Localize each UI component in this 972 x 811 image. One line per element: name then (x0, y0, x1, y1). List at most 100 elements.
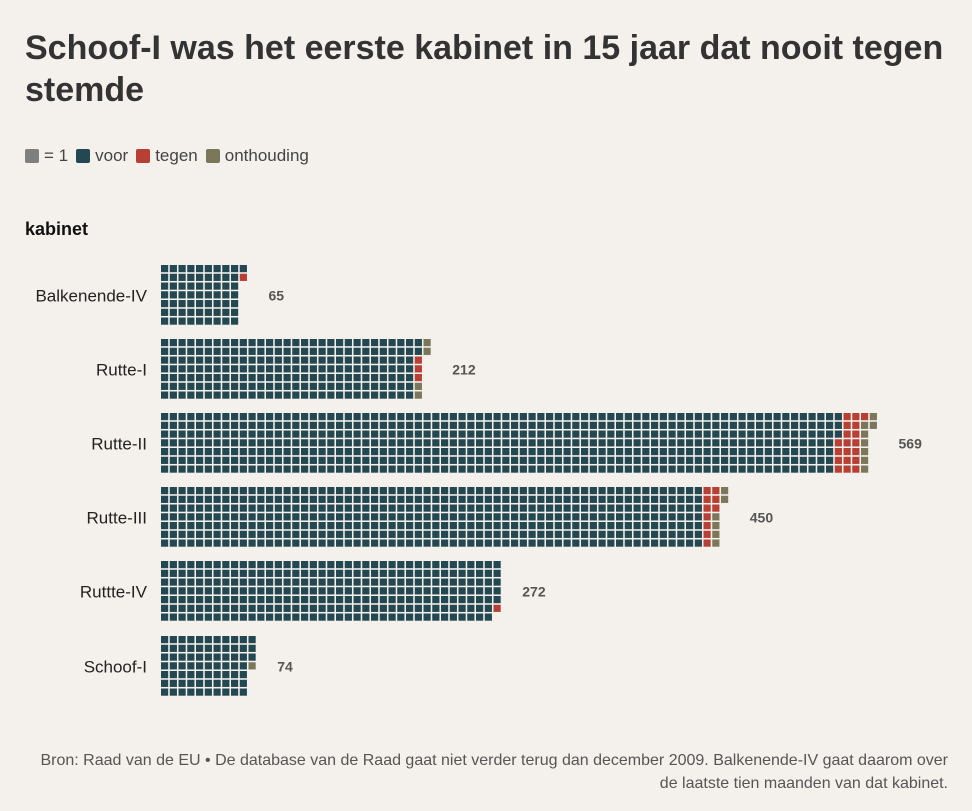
waffle-cell-voor (686, 430, 694, 438)
waffle-cell-voor (554, 430, 562, 438)
waffle-cell-voor (598, 448, 606, 456)
waffle-cell-voor (738, 456, 746, 464)
waffle-cell-voor (196, 487, 204, 495)
waffle-cell-voor (476, 413, 484, 421)
waffle-cell-voor (642, 456, 650, 464)
waffle-cell-voor (493, 448, 501, 456)
waffle-cell-voor (274, 374, 282, 382)
waffle-cell-voor (187, 413, 195, 421)
waffle-cell-voor (782, 465, 790, 473)
waffle-cell-voor (204, 578, 212, 586)
waffle-cell-voor (406, 604, 414, 612)
waffle-cell-voor (397, 439, 405, 447)
waffle-cell-voor (764, 448, 772, 456)
waffle-cell-voor (581, 421, 589, 429)
waffle-cell-voor (607, 487, 615, 495)
waffle-cell-voor (196, 273, 204, 281)
waffle-cell-voor (231, 448, 239, 456)
waffle-cell-voor (432, 465, 440, 473)
waffle-cell-voor (414, 465, 422, 473)
waffle-cell-voor (196, 569, 204, 577)
waffle-cell-voor (423, 430, 431, 438)
waffle-cell-voor (791, 439, 799, 447)
waffle-cell-voor (406, 539, 414, 547)
waffle-cell-voor (423, 487, 431, 495)
waffle-cell-voor (651, 456, 659, 464)
waffle-cell-voor (231, 273, 239, 281)
waffle-cell-voor (379, 539, 387, 547)
waffle-cell-voor (388, 374, 396, 382)
waffle-cell-voor (773, 439, 781, 447)
waffle-cell-voor (379, 561, 387, 569)
waffle-cell-voor (493, 439, 501, 447)
waffle-cell-voor (677, 495, 685, 503)
waffle-cell-voor (169, 530, 177, 538)
waffle-cell-voor (283, 356, 291, 364)
waffle-cell-voor (633, 465, 641, 473)
waffle-cell-voor (204, 561, 212, 569)
waffle-cell-voor (721, 439, 729, 447)
waffle-cell-voor (537, 421, 545, 429)
waffle-cell-voor (257, 587, 265, 595)
waffle-cell-voor (336, 569, 344, 577)
waffle-cell-voor (703, 465, 711, 473)
waffle-cell-voor (406, 465, 414, 473)
waffle-cell-voor (178, 308, 186, 316)
waffle-cell-voor (178, 300, 186, 308)
waffle-cell-voor (283, 382, 291, 390)
waffle-cell-voor (388, 356, 396, 364)
waffle-cell-voor (196, 679, 204, 687)
waffle-cell-voor (318, 522, 326, 530)
waffle-cell-voor (274, 487, 282, 495)
waffle-cell-voor (791, 413, 799, 421)
waffle-cell-voor (222, 495, 230, 503)
waffle-cell-voor (231, 636, 239, 644)
waffle-cell-voor (668, 421, 676, 429)
waffle-cell-voor (231, 578, 239, 586)
waffle-cell-voor (187, 653, 195, 661)
waffle-cell-voor (222, 421, 230, 429)
waffle-cell-voor (458, 522, 466, 530)
waffle-cell-voor (178, 421, 186, 429)
waffle-cell-voor (239, 671, 247, 679)
waffle-cell-voor (651, 539, 659, 547)
waffle-cell-voor (511, 413, 519, 421)
waffle-cell-voor (292, 561, 300, 569)
waffle-cell-voor (204, 456, 212, 464)
waffle-cell-voor (353, 613, 361, 621)
waffle-cell-voor (476, 439, 484, 447)
waffle-cell-voor (484, 539, 492, 547)
waffle-cell-voor (537, 487, 545, 495)
waffle-cell-voor (406, 487, 414, 495)
waffle-cell-voor (388, 513, 396, 521)
waffle-cell-voor (528, 456, 536, 464)
waffle-cell-voor (493, 456, 501, 464)
waffle-cell-voor (423, 522, 431, 530)
waffle-cell-voor (336, 587, 344, 595)
waffle-cell-voor (642, 495, 650, 503)
waffle-cell-voor (563, 522, 571, 530)
waffle-cell-voor (161, 374, 169, 382)
waffle-cell-voor (362, 596, 370, 604)
waffle-cell-voor (362, 430, 370, 438)
waffle-cell-voor (519, 439, 527, 447)
waffle-cell-voor (712, 421, 720, 429)
waffle-cell-voor (213, 374, 221, 382)
waffle-cell-voor (161, 487, 169, 495)
waffle-cell-voor (161, 530, 169, 538)
waffle-cell-voor (633, 430, 641, 438)
waffle-cell-voor (694, 413, 702, 421)
waffle-cell-voor (703, 448, 711, 456)
waffle-cell-voor (213, 365, 221, 373)
waffle-cell-voor (187, 365, 195, 373)
waffle-cell-voor (344, 413, 352, 421)
waffle-cell-voor (222, 291, 230, 299)
waffle-cell-voor (161, 613, 169, 621)
waffle-cell-voor (231, 265, 239, 273)
waffle-cell-voor (397, 391, 405, 399)
waffle-cell-voor (686, 513, 694, 521)
waffle-cell-voor (432, 456, 440, 464)
waffle-cell-voor (257, 339, 265, 347)
waffle-cell-voor (607, 530, 615, 538)
waffle-cell-voor (379, 613, 387, 621)
